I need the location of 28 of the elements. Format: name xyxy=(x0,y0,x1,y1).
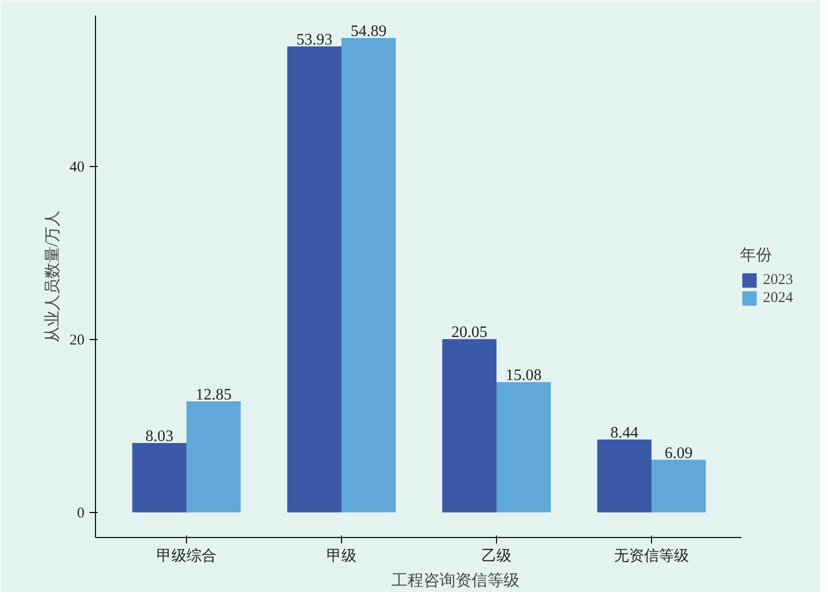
data-label: 53.93 xyxy=(296,31,332,48)
data-label: 54.89 xyxy=(350,23,387,40)
legend-label: 2023 xyxy=(763,272,793,288)
bar xyxy=(597,439,652,512)
legend-label: 2024 xyxy=(763,290,793,306)
bar xyxy=(442,339,496,512)
data-label: 15.08 xyxy=(506,367,542,384)
x-tick-label: 乙级 xyxy=(482,548,512,564)
bar xyxy=(132,443,186,512)
x-tick-label: 甲级综合 xyxy=(156,548,216,564)
bar xyxy=(341,38,396,512)
y-axis-title: 从业人员数量/万人 xyxy=(44,210,62,343)
data-label: 8.44 xyxy=(610,424,638,442)
x-tick-label: 无资信等级 xyxy=(614,548,690,564)
data-label: 20.05 xyxy=(451,324,488,342)
bar xyxy=(287,46,342,512)
x-axis-title: 工程咨询资信等级 xyxy=(392,572,520,590)
data-label: 12.85 xyxy=(196,386,232,404)
y-tick-label: 40 xyxy=(70,160,84,176)
legend-title: 年份 xyxy=(740,246,773,266)
y-tick-label: 0 xyxy=(77,505,84,522)
bar xyxy=(186,401,241,512)
y-tick-label: 20 xyxy=(70,332,84,349)
data-label: 6.09 xyxy=(664,444,693,462)
x-tick-label: 甲级 xyxy=(326,548,356,564)
bar xyxy=(652,460,706,512)
bar xyxy=(496,382,551,512)
data-label: 8.03 xyxy=(145,428,174,446)
